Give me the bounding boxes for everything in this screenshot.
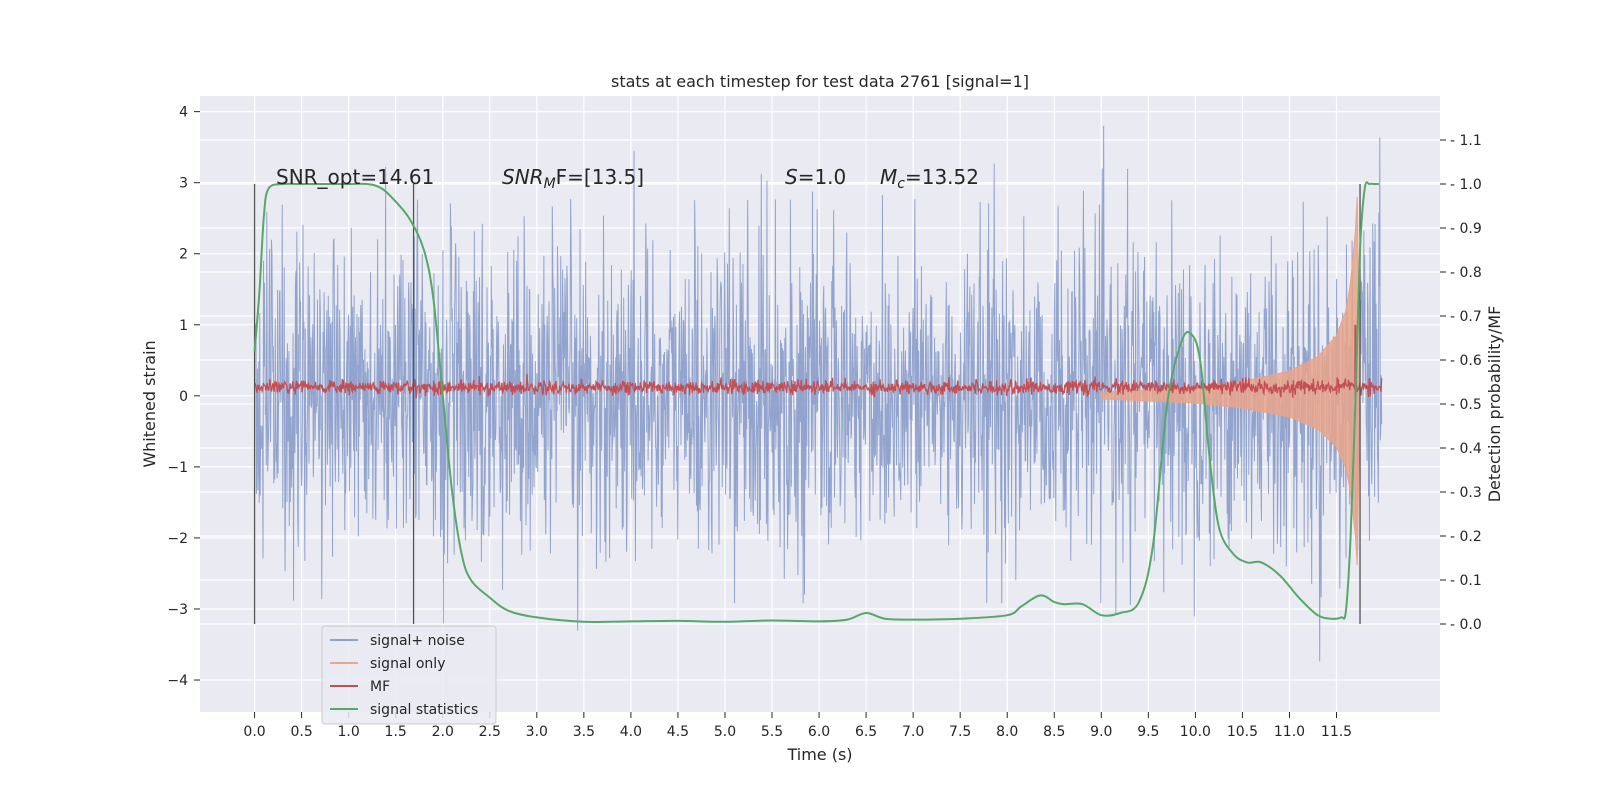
annotation-s-label: S [785,165,798,189]
y-tick-right-label-6: - 0.6 [1450,353,1482,369]
annotation-s-rest: =1.0 [798,165,847,189]
y-tick-right-label-4: - 0.4 [1450,441,1482,457]
y-tick-right-label-7: - 0.7 [1450,309,1482,325]
series-signal-only [1100,196,1361,565]
legend-label-signal-statistics: signal statistics [370,702,478,718]
legend-label-mf: MF [370,679,390,695]
x-tick-label-13: 6.5 [855,724,877,740]
x-tick-label-19: 9.5 [1137,724,1159,740]
y-tick-right-label-3: - 0.3 [1450,485,1482,501]
annotation-snr-mf: SNRMF=[13.5] [502,165,644,192]
y-tick-left-label-0: −4 [167,673,188,689]
x-tick-label-11: 5.5 [761,724,783,740]
annotation-snr-mf-sub: M [544,176,556,192]
y-tick-left-label-4: 0 [179,389,188,405]
series-signal-statistics [253,181,1379,624]
x-tick-label-5: 2.5 [479,724,501,740]
y-tick-left-label-7: 3 [179,176,188,192]
annotation-snr-mf-label: SNR [502,165,544,189]
x-tick-label-3: 1.5 [385,724,407,740]
x-tick-label-10: 5.0 [714,724,736,740]
annotation-mc: Mc=13.52 [880,165,979,192]
x-tick-label-6: 3.0 [526,724,548,740]
x-tick-label-17: 8.5 [1043,724,1065,740]
legend-label-signal-only: signal only [370,656,445,672]
y-tick-right-label-2: - 0.2 [1450,529,1482,545]
signal-statistics-line [253,181,1379,624]
y-tick-right-label-0: - 0.0 [1450,617,1482,633]
annotation-mc-label: M [880,165,897,189]
y-tick-right-label-9: - 0.9 [1450,221,1482,237]
legend-label-signal-noise: signal+ noise [370,633,465,649]
chart-title: stats at each timestep for test data 276… [611,72,1029,91]
y-tick-right-label-5: - 0.5 [1450,397,1482,413]
grid [200,96,1440,712]
annotation-mc-rest: =13.52 [905,165,979,189]
x-tick-label-12: 6.0 [808,724,830,740]
y-axis-right: - 0.0 - 0.1 - 0.2 - 0.3 - 0.4 - 0.5 - 0.6 - 0.7… [1440,133,1482,633]
annotation-snr-opt: SNR_opt=14.61 [276,165,434,189]
x-axis: 0.0 0.5 1.0 1.5 2.0 2.5 3.0 3.5 4.0 4.5 5.0 5.5 6.0 6… [243,712,1352,740]
x-tick-label-23: 11.5 [1321,724,1352,740]
annotation-snr-mf-rest: F=[13.5] [556,165,644,189]
annotation-s: S=1.0 [785,165,846,189]
x-tick-label-1: 0.5 [290,724,312,740]
x-tick-label-2: 1.0 [338,724,360,740]
y-axis-left: −4 −3 −2 −1 0 1 2 3 4 [167,105,200,689]
y-tick-right-label-1: - 0.1 [1450,573,1482,589]
y-tick-left-label-2: −2 [167,531,188,547]
x-tick-label-4: 2.0 [432,724,454,740]
y-tick-left-label-6: 2 [179,247,188,263]
x-tick-label-9: 4.5 [667,724,689,740]
legend-frame [321,625,497,725]
annotation-mc-sub: c [897,176,905,192]
legend: signal+ noise signal only MF signal stat… [321,625,497,725]
signal-only-area [1100,196,1361,565]
x-tick-label-0: 0.0 [243,724,265,740]
y-tick-right-label-10: - 1.0 [1450,177,1482,193]
x-tick-label-18: 9.0 [1090,724,1112,740]
y-tick-left-label-3: −1 [167,460,188,476]
y-tick-right-label-11: - 1.1 [1450,133,1482,149]
y-axis-label-right: Detection probability/MF [1485,306,1504,503]
x-tick-label-22: 11.0 [1274,724,1305,740]
y-tick-left-label-8: 4 [179,105,188,121]
y-tick-left-label-5: 1 [179,318,188,334]
y-tick-left-label-1: −3 [167,602,188,618]
x-tick-label-14: 7.0 [902,724,924,740]
x-tick-label-21: 10.5 [1227,724,1258,740]
x-axis-label: Time (s) [786,745,852,764]
y-tick-right-label-8: - 0.8 [1450,265,1482,281]
x-tick-label-15: 7.5 [949,724,971,740]
x-tick-label-20: 10.0 [1180,724,1211,740]
x-tick-label-8: 4.0 [620,724,642,740]
y-axis-label-left: Whitened strain [140,340,159,467]
x-tick-label-7: 3.5 [573,724,595,740]
x-tick-label-16: 8.0 [996,724,1018,740]
